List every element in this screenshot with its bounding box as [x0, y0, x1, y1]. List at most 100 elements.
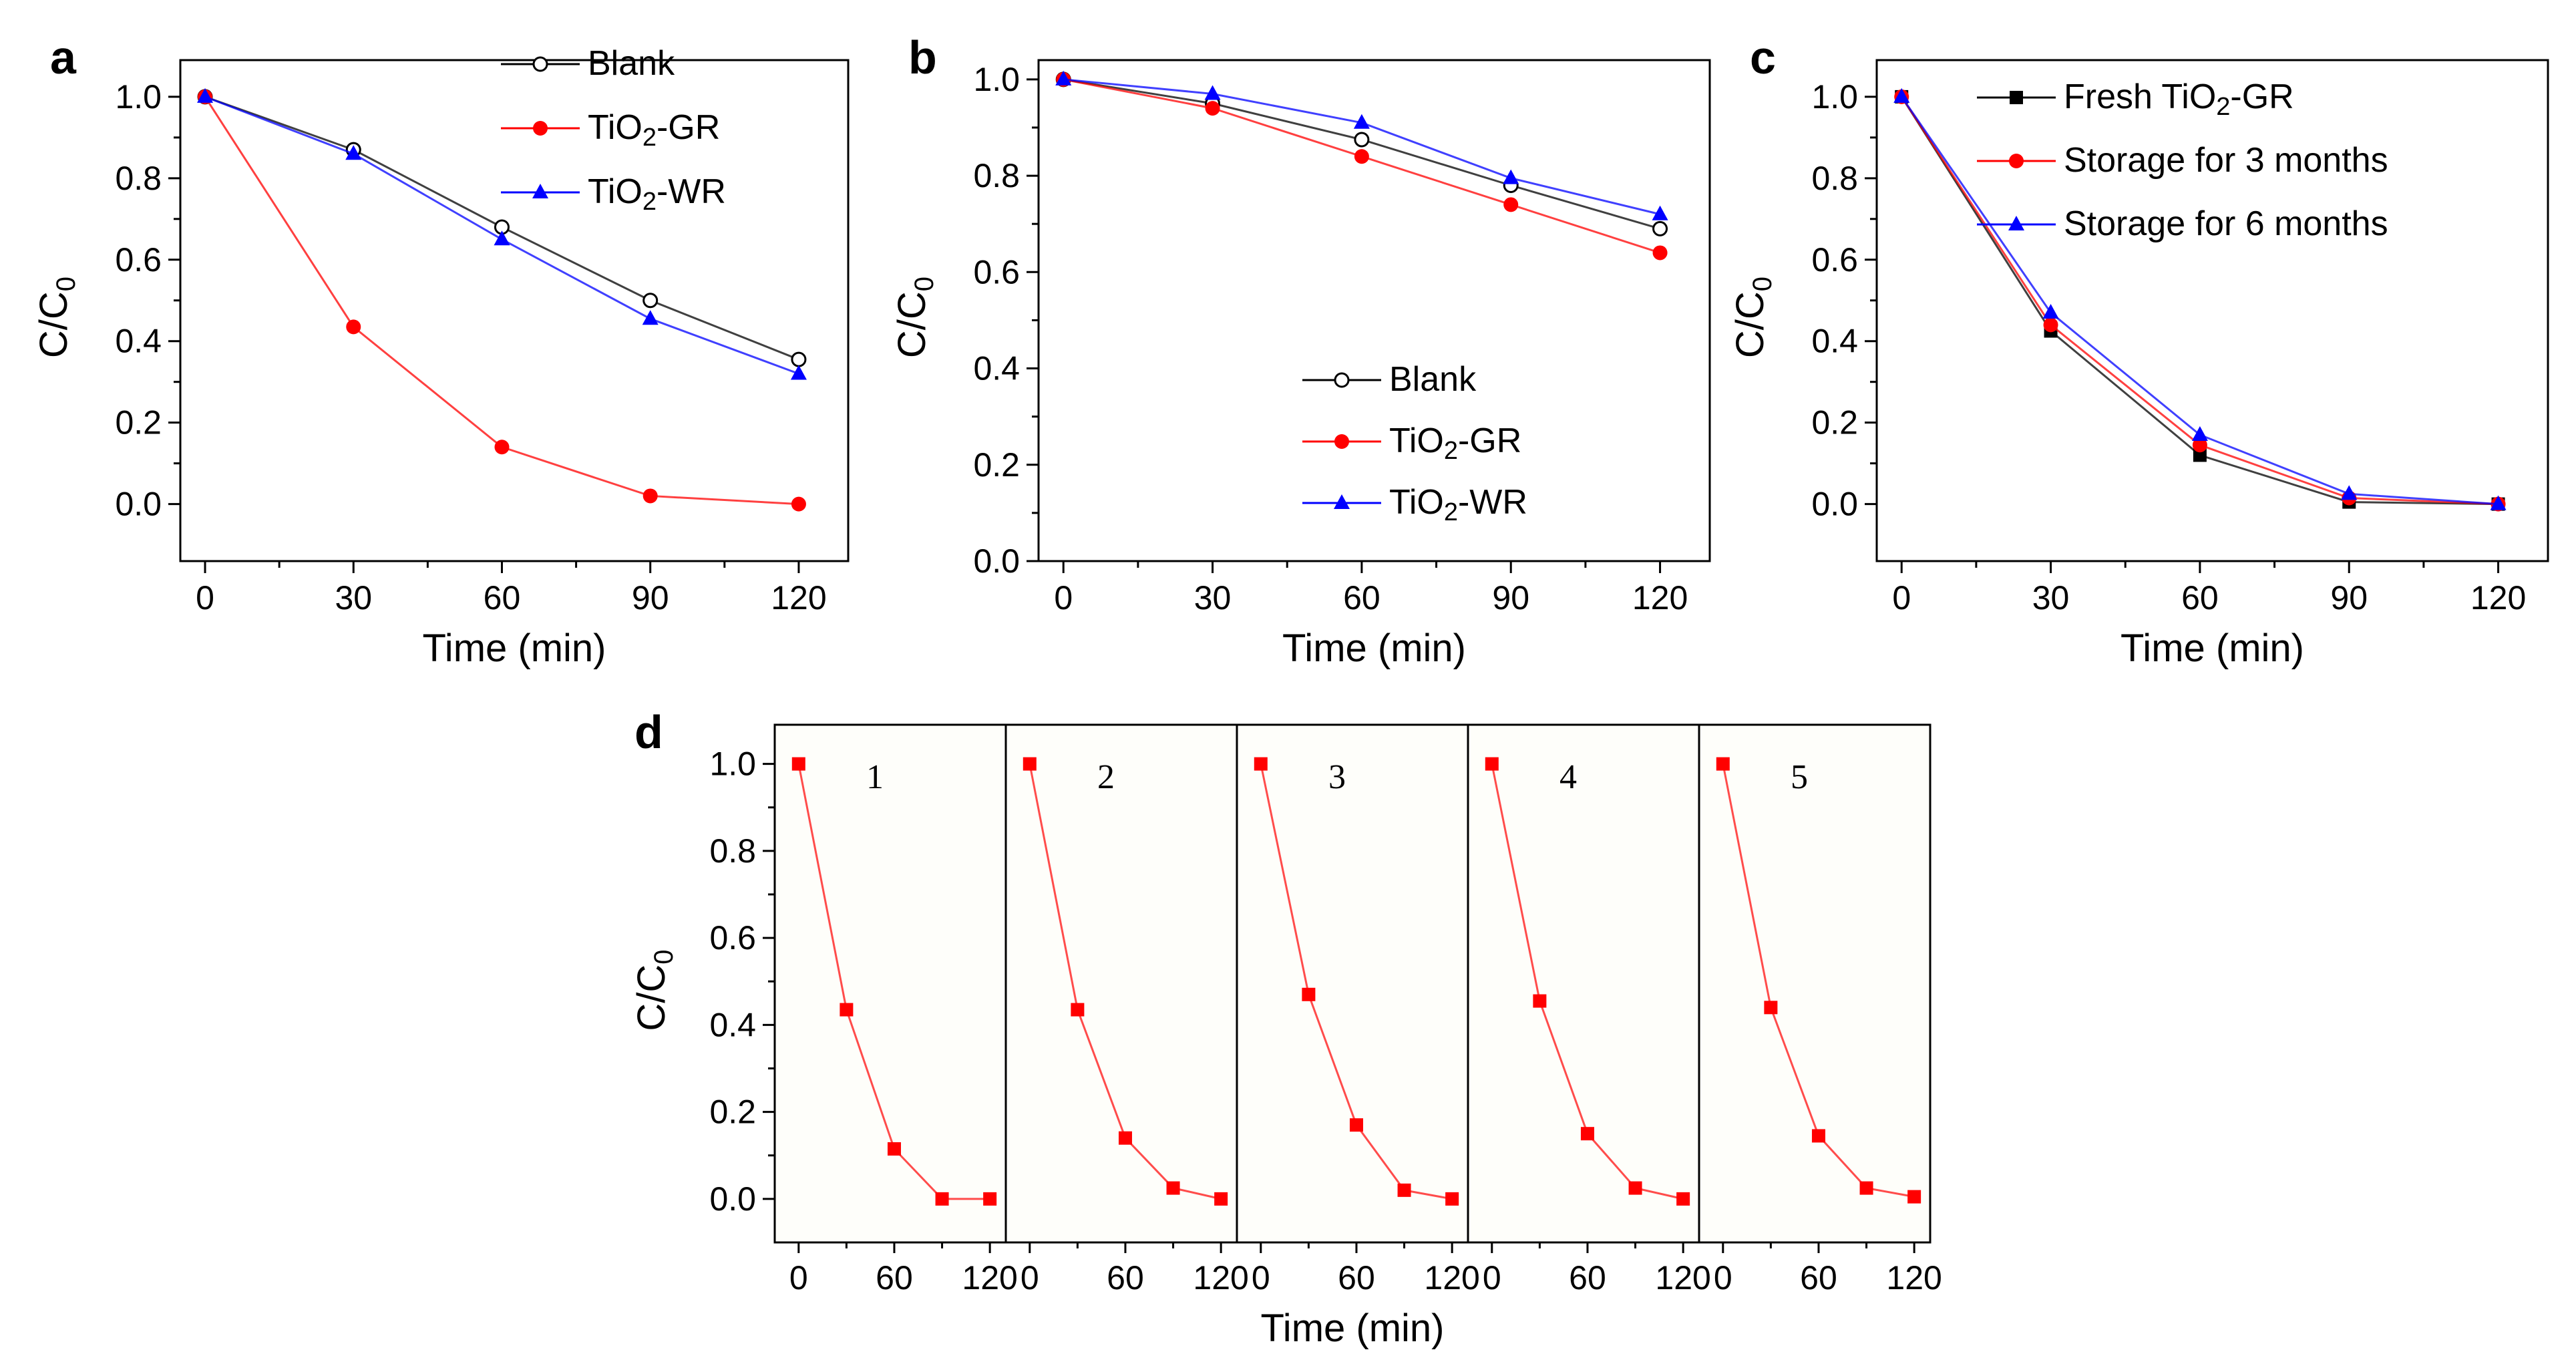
y-tick-label: 0.8 [709, 832, 756, 870]
panel-label: c [1750, 31, 1776, 83]
cycle-label: 1 [866, 758, 884, 796]
plot-frame [1037, 59, 1711, 562]
y-tick-label: 1.0 [709, 745, 756, 783]
data-point [1764, 1001, 1778, 1015]
data-point [791, 757, 805, 771]
y-tick-label: 0.8 [1811, 160, 1858, 197]
x-tick-label: 0 [789, 1259, 808, 1297]
x-tick-label: 120 [771, 579, 826, 617]
y-tick-label: 0.4 [709, 1006, 756, 1043]
data-point [642, 310, 659, 325]
panel-a: 0 30 60 90 120 0.0 0.2 0.4 0.6 0.8 1.0 Time (min) C/… [32, 31, 850, 670]
legend-entry: TiO2-GR [1389, 421, 1521, 465]
data-point [935, 1192, 949, 1206]
legend-marker [2010, 91, 2023, 104]
series-2 [197, 88, 807, 380]
x-tick-label: 90 [632, 579, 669, 617]
data-point [1652, 220, 1668, 236]
data-point [2042, 304, 2059, 319]
panel-label: d [634, 706, 663, 758]
data-point [642, 293, 659, 309]
cycle-3: 0 60 120 3 [1236, 725, 1480, 1297]
data-point [346, 319, 361, 335]
x-tick-label: 0 [1714, 1259, 1732, 1297]
data-point [1354, 149, 1369, 164]
series-2 [1055, 70, 1668, 220]
legend-entry: TiO2-GR [588, 108, 720, 152]
x-tick-label: 60 [1338, 1259, 1375, 1297]
y-tick-label: 0.0 [1811, 486, 1858, 523]
y-tick-label: 0.0 [973, 542, 1020, 580]
legend-entry: Storage for 6 months [2064, 204, 2388, 243]
y-tick-label: 0.8 [115, 160, 162, 197]
x-axis-label: Time (min) [2121, 627, 2304, 670]
plot-frame [773, 723, 1931, 1244]
x-tick-label: 90 [1492, 579, 1529, 617]
x-axis-label: Time (min) [1261, 1307, 1445, 1350]
data-point [1118, 1131, 1132, 1145]
data-point [1349, 1118, 1363, 1132]
x-tick-label: 90 [2330, 579, 2368, 617]
cycle-5: 0 60 120 5 [1698, 725, 1942, 1297]
data-point [2193, 448, 2207, 462]
data-point [2191, 425, 2208, 441]
panel-b: 0 30 60 90 120 0.0 0.2 0.4 0.6 0.8 1.0 Time (min) C/… [890, 31, 1711, 670]
y-tick-label: 1.0 [115, 78, 162, 116]
y-tick-label: 0.4 [973, 350, 1020, 387]
plot-area [775, 725, 1930, 1242]
data-point [2341, 485, 2358, 500]
cycle-label: 2 [1097, 758, 1115, 796]
data-point [1071, 1003, 1085, 1017]
data-point [1354, 132, 1370, 148]
data-point [1214, 1192, 1228, 1206]
legend: Blank TiO2-GR TiO2-WR [1302, 360, 1527, 526]
y-tick-label: 0.6 [973, 253, 1020, 291]
x-tick-label: 120 [2470, 579, 2526, 617]
x-tick-label: 30 [1194, 579, 1232, 617]
data-point [1907, 1190, 1921, 1204]
x-tick-label: 30 [2032, 579, 2070, 617]
x-tick-label: 120 [962, 1259, 1017, 1297]
legend-entry: TiO2-WR [588, 172, 726, 216]
legend-entry: Fresh TiO2-GR [2064, 77, 2294, 121]
y-tick-label: 0.4 [1811, 323, 1858, 360]
data-point [1166, 1181, 1180, 1195]
legend-entry: Blank [1389, 360, 1477, 399]
y-tick-label: 0.2 [1811, 404, 1858, 442]
data-point [1652, 245, 1668, 261]
cycle-label: 4 [1559, 758, 1577, 796]
y-tick-label: 0.2 [115, 404, 162, 442]
legend-marker [2008, 216, 2024, 230]
legend-marker [1334, 372, 1350, 388]
data-point [791, 496, 806, 512]
cycle-1: 0 60 120 1 [789, 757, 1018, 1297]
y-tick-label: 0.2 [973, 446, 1020, 484]
y-tick-label: 0.6 [115, 241, 162, 279]
data-point [642, 488, 658, 504]
y-axis-label: C/C0 [890, 277, 939, 358]
series-2 [1893, 88, 2507, 510]
legend-entry: TiO2-WR [1389, 483, 1527, 526]
cycle-2: 0 60 120 2 [1004, 725, 1249, 1297]
y-tick-label: 0.4 [115, 323, 162, 360]
x-tick-label: 0 [1892, 579, 1911, 617]
cycle-label: 5 [1791, 758, 1808, 796]
legend: Blank TiO2-GR TiO2-WR [501, 44, 726, 216]
y-tick-label: 0.6 [1811, 241, 1858, 279]
legend-entry: Storage for 3 months [2064, 141, 2388, 180]
data-point [1859, 1181, 1873, 1195]
x-tick-label: 60 [2181, 579, 2219, 617]
legend-marker [1334, 434, 1349, 449]
legend-marker [532, 56, 548, 72]
x-tick-label: 120 [1655, 1259, 1710, 1297]
data-point [1204, 85, 1221, 100]
x-tick-label: 120 [1424, 1259, 1479, 1297]
data-point [1580, 1127, 1594, 1141]
data-point [1676, 1192, 1690, 1206]
data-point [1503, 169, 1519, 184]
x-tick-label: 60 [1800, 1259, 1837, 1297]
plot-area [1039, 60, 1710, 561]
y-tick-label: 1.0 [973, 61, 1020, 98]
data-point [345, 145, 362, 160]
data-point [1628, 1181, 1642, 1195]
